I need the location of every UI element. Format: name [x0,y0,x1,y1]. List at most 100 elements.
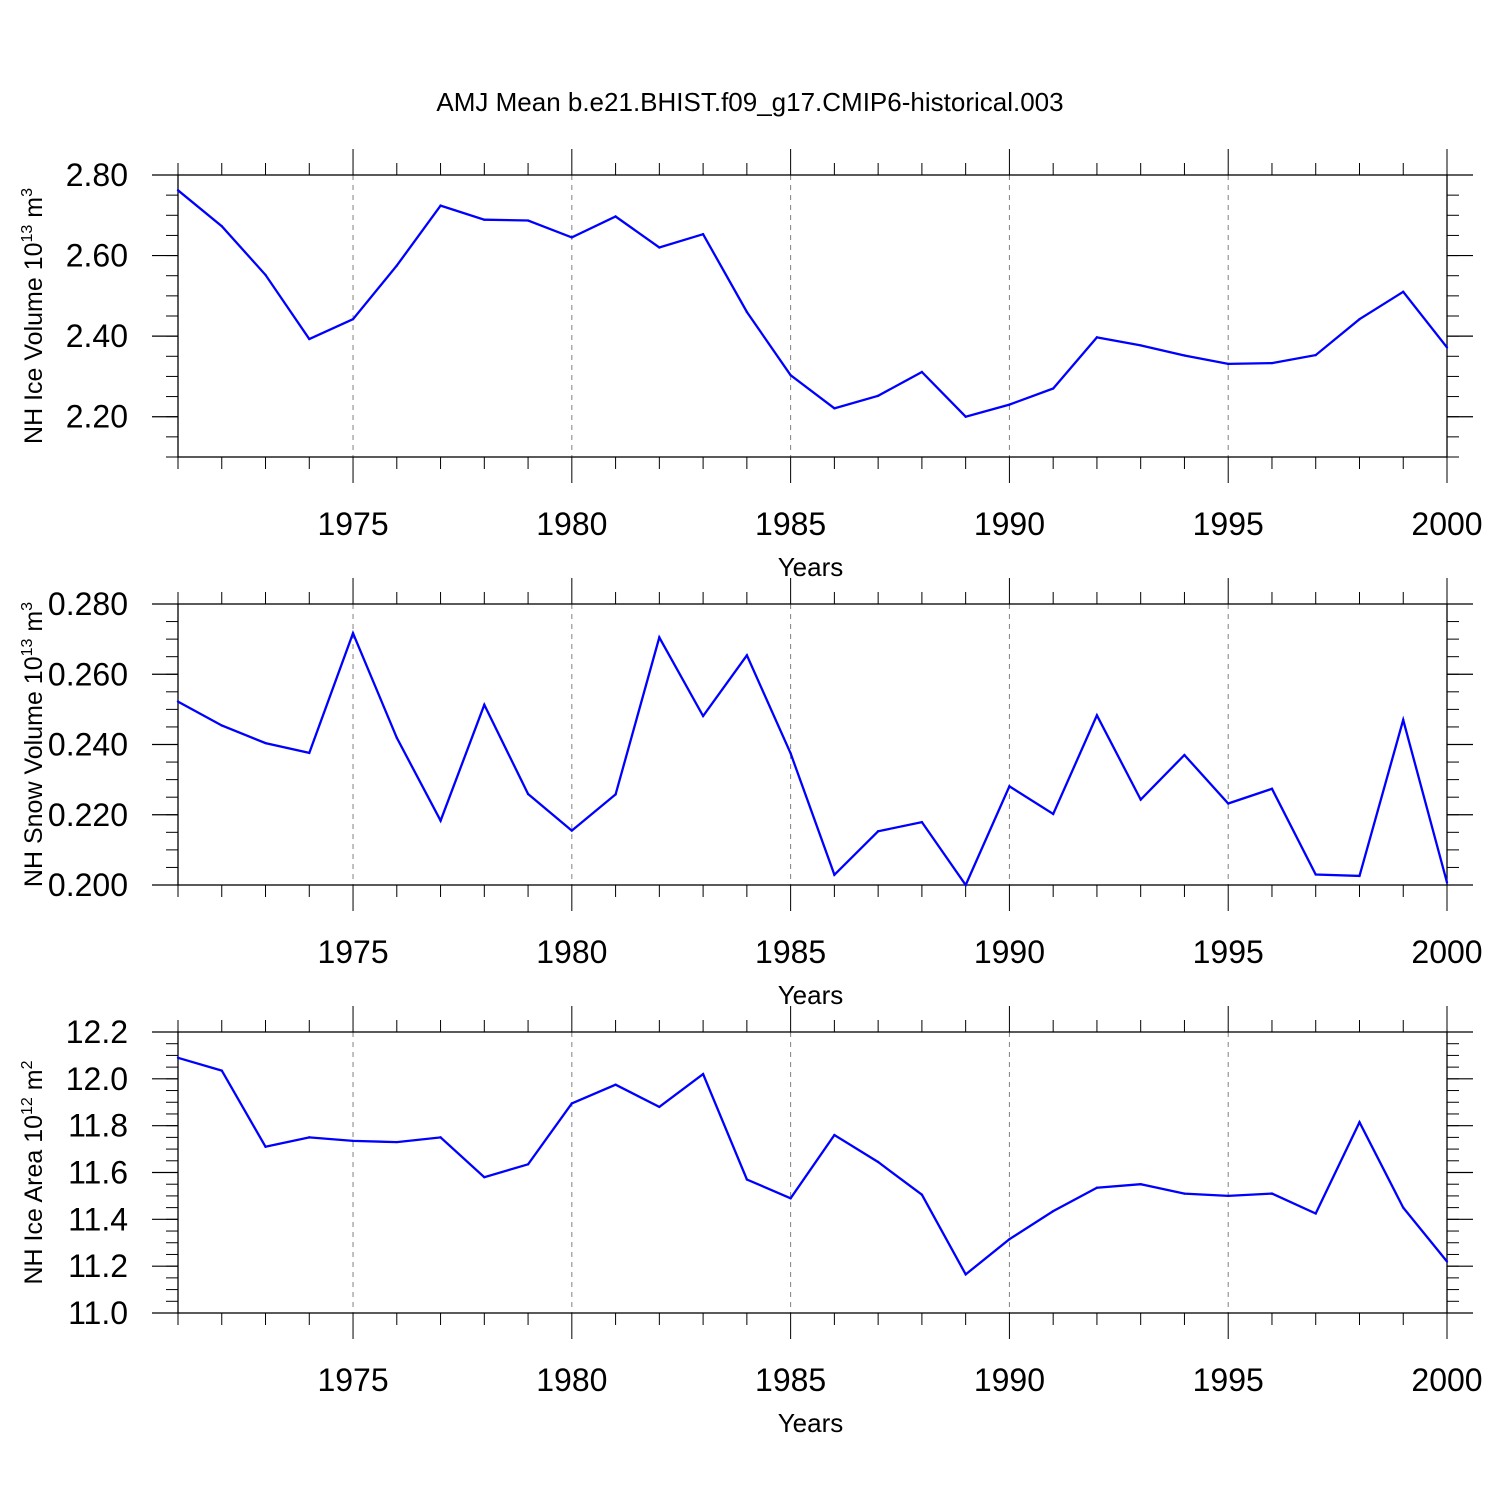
y-axis-label-part: 3 [19,602,36,611]
data-point [789,374,792,377]
data-point [1183,753,1186,757]
data-point [1051,387,1055,390]
data-point [964,883,967,887]
data-point [1314,1212,1317,1215]
data-point [1095,714,1099,717]
y-axis-label-part: 13 [19,639,36,657]
data-point [439,204,442,207]
y-tick-label: 2.20 [66,399,128,435]
data-point [1227,802,1230,805]
data-point [526,792,530,796]
data-point [658,1105,661,1109]
data-point [1139,1183,1142,1186]
data-point [876,394,880,397]
data-point [439,819,442,822]
data-point [395,736,398,740]
plot-frame [177,1031,1448,1314]
x-tick-label: 1990 [974,506,1045,542]
data-point [789,752,792,755]
data-point [570,236,574,239]
data-point [1445,1260,1449,1263]
data-point [964,1273,967,1276]
series-line [177,1056,1448,1277]
y-tick-label: 11.6 [68,1155,128,1191]
y-axis-label-part: 2 [19,1060,36,1069]
y-tick-label: 2.80 [66,157,128,193]
x-tick-label: 1980 [536,1362,607,1398]
data-point [701,714,705,718]
y-axis-label-part: NH Ice Area 10 [20,1115,48,1285]
data-point [1227,362,1230,366]
x-tick-label: 1975 [317,934,388,970]
data-point [483,1175,486,1179]
data-point [833,873,836,877]
y-tick-label: 11.8 [68,1108,128,1144]
data-point [1270,1192,1274,1195]
x-tick-label: 1985 [755,506,826,542]
data-point [526,1163,530,1166]
data-point [964,415,967,418]
data-point [920,820,924,824]
data-point [1402,1206,1405,1209]
data-point [614,793,617,796]
data-point [1139,344,1142,347]
data-point [876,1160,880,1164]
data-point [920,1193,924,1196]
data-point [701,233,705,236]
chart-panel-1: 2.20 2.40 2.60 2.80 1975 1980 1985 1990 1995 2000… [19,149,1483,582]
y-tick-label: 0.260 [48,656,128,692]
y-tick-label: 0.240 [48,727,128,763]
y-tick-label: 0.280 [48,586,128,622]
data-point [264,1145,267,1148]
data-point [483,703,486,707]
data-point [1095,1186,1099,1189]
x-axis-label: Years [778,980,844,1010]
data-point [264,741,267,745]
y-axis-label-part: m [20,1069,48,1097]
y-tick-label: 12.2 [66,1014,128,1050]
data-point [1402,290,1405,294]
y-axis-label-part: 12 [19,1097,36,1115]
y-tick-label: 11.2 [68,1248,128,1284]
data-point [526,219,530,222]
data-point [483,218,486,221]
data-point [308,337,311,341]
data-point [876,830,880,833]
x-tick-label: 1985 [755,1362,826,1398]
chart-panel-3: 11.0 11.2 11.4 11.6 11.8 12.0 12.2 1975 1980 1985… [19,1006,1483,1438]
y-axis-label-part: NH Ice Volume 10 [20,242,48,444]
data-point [1314,873,1317,876]
data-point [745,310,749,314]
data-point [1402,718,1405,722]
data-point [308,1136,311,1139]
data-point [439,1136,442,1139]
data-point [1139,798,1142,801]
x-tick-label: 1980 [536,506,607,542]
data-point [570,1102,574,1105]
x-tick-label: 1995 [1193,506,1264,542]
data-point [1051,1209,1055,1213]
x-tick-label: 1975 [317,1362,388,1398]
y-axis-label-part: NH Snow Volume 10 [20,656,48,887]
y-tick-label: 0.200 [48,867,128,903]
data-point [1358,318,1361,321]
data-point [1358,1120,1361,1124]
data-point [614,1083,617,1086]
y-tick-label: 0.220 [48,797,128,833]
data-point [1227,1194,1230,1198]
data-point [176,700,180,703]
x-axis-label: Years [778,552,844,582]
data-point [351,631,355,635]
y-axis-label: NH Ice Area 1012 m2 [19,1060,48,1284]
data-point [789,1197,792,1200]
data-point [1095,336,1099,339]
data-point [920,370,924,374]
data-point [1008,1238,1011,1241]
data-point [745,1178,749,1181]
data-point [1008,785,1011,788]
data-point [1445,881,1449,884]
data-point [395,1140,398,1144]
y-axis-label-part: 13 [19,225,36,243]
chart-panel-2: 0.200 0.220 0.240 0.260 0.280 1975 1980 1985 199… [19,578,1483,1010]
data-point [1358,874,1361,878]
